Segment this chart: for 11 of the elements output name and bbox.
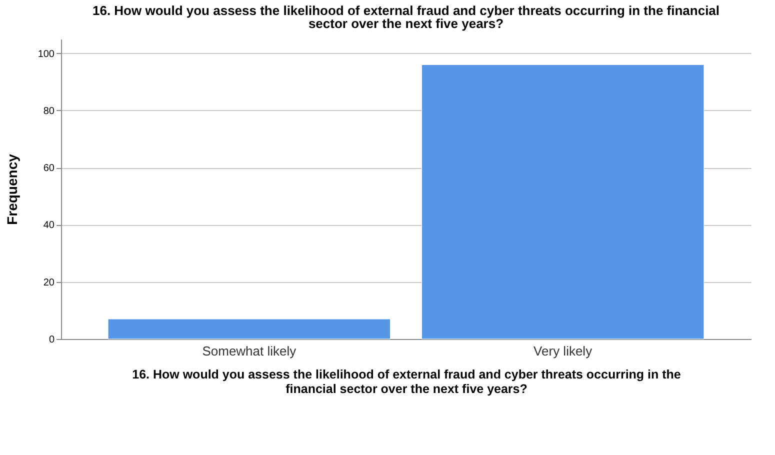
chart-title: 16. How would you assess the likelihood of external fraud and cyber threats occurring in the financial sector over the next five years?: [92, 3, 720, 31]
x-tick-label: Somewhat likely: [202, 344, 297, 358]
x-axis-title: 16. How would you assess the likelihood of external fraud and cyber threats occurring in the financial sector over the next five years?: [132, 368, 681, 396]
y-tick-label: 100: [38, 48, 55, 60]
y-tick-label: 80: [43, 106, 55, 117]
x-tick-label: Very likely: [534, 344, 593, 358]
y-tick-label: 20: [43, 277, 55, 288]
y-tick-label: 0: [48, 334, 55, 346]
y-axis-title: Frequency: [4, 154, 20, 225]
y-tick-label: 40: [43, 220, 55, 232]
y-tick-label: 60: [43, 163, 55, 174]
